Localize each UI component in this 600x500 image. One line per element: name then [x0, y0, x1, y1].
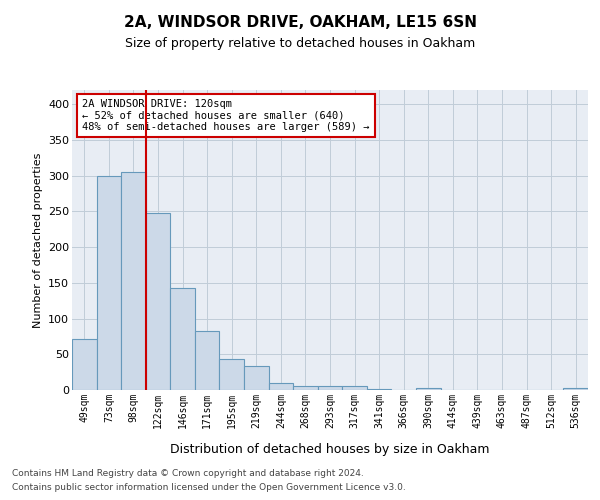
Bar: [269, 383, 293, 390]
Bar: [72, 338, 97, 390]
Bar: [318, 386, 342, 390]
Text: 2A, WINDSOR DRIVE, OAKHAM, LE15 6SN: 2A, WINDSOR DRIVE, OAKHAM, LE15 6SN: [124, 15, 476, 30]
Bar: [563, 388, 588, 390]
Bar: [97, 176, 121, 390]
Bar: [416, 388, 440, 390]
Y-axis label: Number of detached properties: Number of detached properties: [32, 152, 43, 328]
Text: Distribution of detached houses by size in Oakham: Distribution of detached houses by size …: [170, 444, 490, 456]
Bar: [170, 288, 195, 390]
Bar: [195, 330, 220, 390]
Text: Size of property relative to detached houses in Oakham: Size of property relative to detached ho…: [125, 38, 475, 51]
Bar: [293, 386, 318, 390]
Bar: [220, 358, 244, 390]
Text: Contains public sector information licensed under the Open Government Licence v3: Contains public sector information licen…: [12, 484, 406, 492]
Text: Contains HM Land Registry data © Crown copyright and database right 2024.: Contains HM Land Registry data © Crown c…: [12, 468, 364, 477]
Bar: [121, 172, 146, 390]
Bar: [342, 386, 367, 390]
Text: 2A WINDSOR DRIVE: 120sqm
← 52% of detached houses are smaller (640)
48% of semi-: 2A WINDSOR DRIVE: 120sqm ← 52% of detach…: [82, 99, 370, 132]
Bar: [244, 366, 269, 390]
Bar: [146, 213, 170, 390]
